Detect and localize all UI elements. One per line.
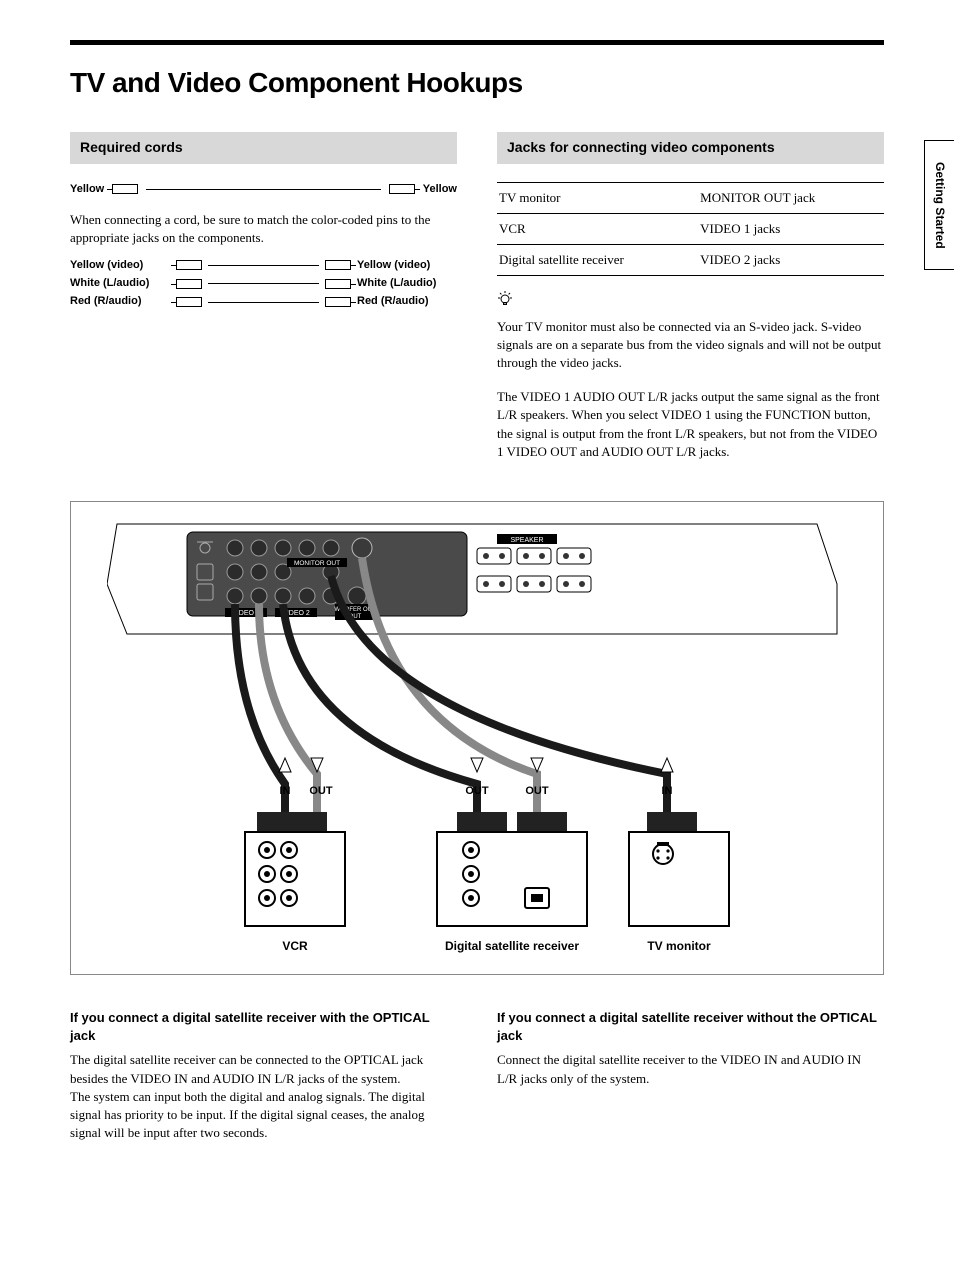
cable-line <box>208 302 319 303</box>
cable-label: Yellow (video) <box>357 258 457 273</box>
cable-label-left: Yellow <box>70 182 104 197</box>
bottom-columns: If you connect a digital satellite recei… <box>70 1009 884 1142</box>
jacks-table: TV monitor MONITOR OUT jack VCR VIDEO 1 … <box>497 182 884 277</box>
right-column: Jacks for connecting video components TV… <box>497 132 884 471</box>
bottom-left-p2: The system can input both the digital an… <box>70 1088 457 1143</box>
table-cell-device: VCR <box>497 213 698 244</box>
page-title: TV and Video Component Hookups <box>70 63 884 102</box>
table-row: VCR VIDEO 1 jacks <box>497 213 884 244</box>
cable-label: White (L/audio) <box>70 276 170 291</box>
plug-icon <box>389 184 415 194</box>
top-rule <box>70 40 884 45</box>
plug-icon <box>325 260 351 270</box>
table-cell-jack: MONITOR OUT jack <box>698 182 884 213</box>
bottom-left: If you connect a digital satellite recei… <box>70 1009 457 1142</box>
plug-icon <box>325 297 351 307</box>
cord-match-paragraph: When connecting a cord, be sure to match… <box>70 211 457 247</box>
cable-row-white: White (L/audio) White (L/audio) <box>70 276 457 291</box>
triple-cable-diagram: Yellow (video) Yellow (video) White (L/a… <box>70 258 457 310</box>
cable-label: Red (R/audio) <box>357 294 457 309</box>
side-tab: Getting Started <box>924 140 954 270</box>
plug-icon <box>176 297 202 307</box>
cable-row-red: Red (R/audio) Red (R/audio) <box>70 294 457 309</box>
bottom-left-heading: If you connect a digital satellite recei… <box>70 1009 457 1045</box>
device-satellite <box>437 812 587 926</box>
table-row: Digital satellite receiver VIDEO 2 jacks <box>497 245 884 276</box>
tip-paragraph: Your TV monitor must also be connected v… <box>497 318 884 373</box>
cable-line <box>208 283 319 284</box>
cable-label-right: Yellow <box>423 182 457 197</box>
device-label-sat: Digital satellite receiver <box>445 939 579 953</box>
single-cable-diagram: Yellow Yellow <box>70 182 457 197</box>
bottom-right: If you connect a digital satellite recei… <box>497 1009 884 1142</box>
panel-label-speaker: SPEAKER <box>510 537 543 544</box>
table-row: TV monitor MONITOR OUT jack <box>497 182 884 213</box>
plug-icon <box>112 184 138 194</box>
panel-label-monitor-out: MONITOR OUT <box>294 560 340 567</box>
cable-row-yellow: Yellow (video) Yellow (video) <box>70 258 457 273</box>
bottom-right-p1: Connect the digital satellite receiver t… <box>497 1051 884 1087</box>
plug-icon <box>325 279 351 289</box>
hookup-diagram: SPEAKER MONITOR OUT VIDEO 1 VIDEO 2 WOOF… <box>70 501 884 975</box>
arrow-label-out: OUT <box>309 785 333 797</box>
arrow-label-out: OUT <box>525 785 549 797</box>
hookup-svg: SPEAKER MONITOR OUT VIDEO 1 VIDEO 2 WOOF… <box>107 514 847 964</box>
arrow-label-in: IN <box>280 785 291 797</box>
note-paragraph: The VIDEO 1 AUDIO OUT L/R jacks output t… <box>497 388 884 461</box>
bottom-right-heading: If you connect a digital satellite recei… <box>497 1009 884 1045</box>
cable-label: White (L/audio) <box>357 276 457 291</box>
cable-label: Red (R/audio) <box>70 294 170 309</box>
side-tab-label: Getting Started <box>931 162 948 249</box>
left-column: Required cords Yellow Yellow When connec… <box>70 132 457 471</box>
device-label-vcr: VCR <box>282 939 308 953</box>
bottom-left-p1: The digital satellite receiver can be co… <box>70 1051 457 1087</box>
device-label-tv: TV monitor <box>647 939 711 953</box>
plug-icon <box>176 279 202 289</box>
table-cell-device: Digital satellite receiver <box>497 245 698 276</box>
upper-columns: Required cords Yellow Yellow When connec… <box>70 132 884 471</box>
section-head-jacks: Jacks for connecting video components <box>497 132 884 164</box>
table-cell-jack: VIDEO 2 jacks <box>698 245 884 276</box>
arrow-label-in: IN <box>662 785 673 797</box>
cable-line <box>146 189 381 190</box>
table-cell-jack: VIDEO 1 jacks <box>698 213 884 244</box>
tip-icon <box>497 290 884 313</box>
plug-icon <box>176 260 202 270</box>
cable-label: Yellow (video) <box>70 258 170 273</box>
device-vcr <box>245 812 345 926</box>
table-cell-device: TV monitor <box>497 182 698 213</box>
section-head-required-cords: Required cords <box>70 132 457 164</box>
cable-line <box>208 265 319 266</box>
device-tv <box>629 812 729 926</box>
arrow-out-sat1: OUT <box>465 758 489 797</box>
arrow-label-out: OUT <box>465 785 489 797</box>
